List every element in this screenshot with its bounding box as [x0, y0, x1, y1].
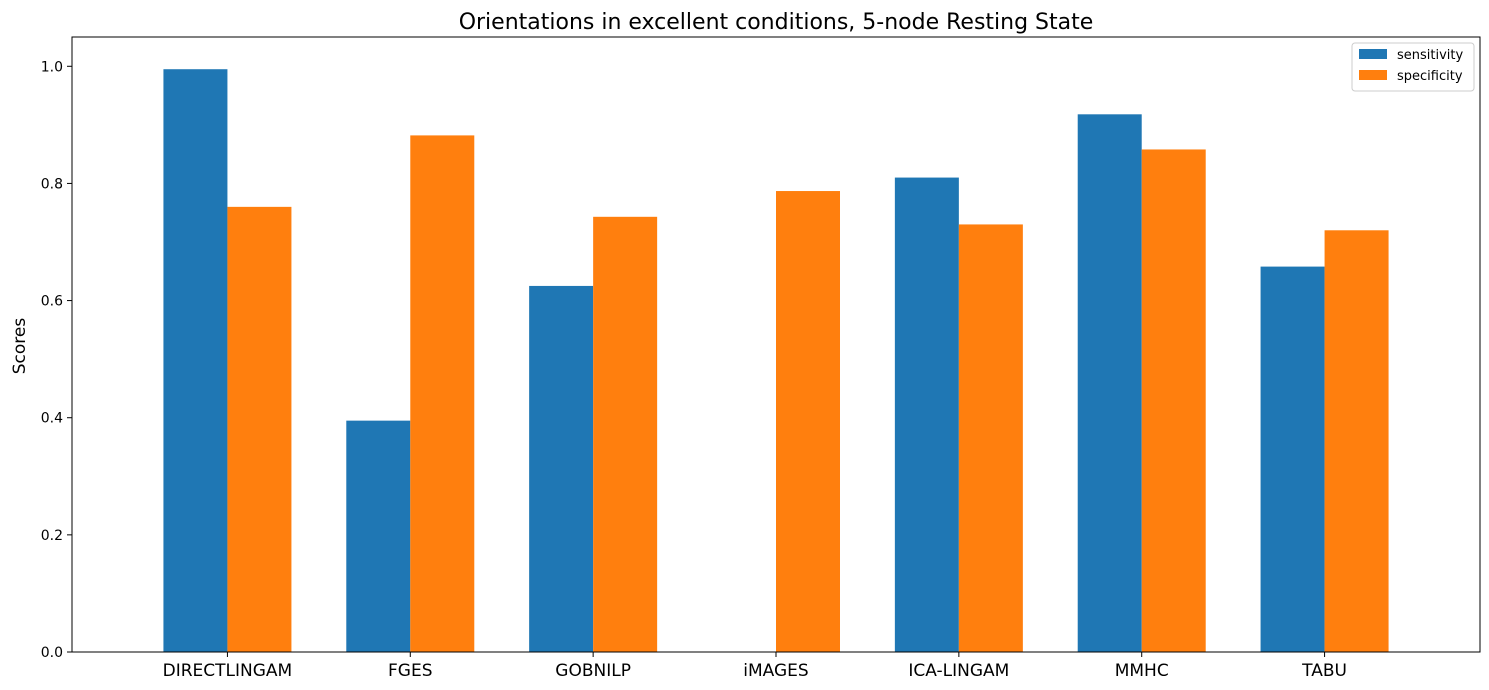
x-axis-ticks: DIRECTLINGAM FGES GOBNILP iMAGES ICA-LINGAM M… [163, 652, 1347, 681]
plot-area-frame [71, 36, 1481, 653]
bar-specificity-gobnilp [593, 216, 658, 652]
x-tick-label-ica-lingam: ICA-LINGAM [908, 661, 1009, 681]
bar-specificity-fges [410, 135, 475, 652]
chart-title: Orientations in excellent conditions, 5-… [459, 10, 1094, 35]
legend-swatch-specificity [1359, 70, 1387, 80]
legend-swatch-sensitivity [1359, 49, 1387, 59]
y-axis-label: Scores [10, 318, 30, 375]
bar-specificity-ica-lingam [958, 224, 1023, 652]
bar-specificity-tabu [1324, 230, 1389, 653]
x-tick-label-tabu: TABU [1301, 661, 1347, 681]
y-axis-ticks: 0.0 0.2 0.4 0.6 0.8 1.0 [41, 59, 72, 661]
legend: sensitivity specificity [1351, 42, 1475, 92]
y-tick-label: 1.0 [41, 59, 63, 75]
x-tick-label-fges: FGES [388, 661, 432, 681]
y-tick-label: 0.6 [41, 294, 63, 310]
x-tick-label-directlingam: DIRECTLINGAM [163, 661, 293, 681]
y-tick-label: 0.8 [41, 176, 63, 192]
y-tick-label: 0.4 [41, 411, 63, 427]
bar-sensitivity-fges [346, 420, 411, 652]
x-tick-label-mmhc: MMHC [1115, 661, 1169, 681]
y-tick-label: 0.0 [41, 645, 63, 661]
bar-sensitivity-mmhc [1077, 114, 1142, 652]
bar-sensitivity-directlingam [163, 69, 228, 652]
legend-label-specificity: specificity [1397, 69, 1463, 84]
bar-specificity-directlingam [227, 206, 292, 653]
bar-specificity-images [776, 191, 840, 653]
bar-specificity-mmhc [1141, 149, 1206, 652]
x-tick-label-gobnilp: GOBNILP [555, 661, 631, 681]
bar-sensitivity-gobnilp [529, 285, 594, 652]
bar-sensitivity-tabu [1260, 266, 1325, 652]
y-tick-label: 0.2 [41, 528, 63, 544]
bars-group [163, 69, 1389, 653]
x-tick-label-images: iMAGES [743, 661, 808, 681]
bar-sensitivity-ica-lingam [894, 177, 959, 652]
legend-label-sensitivity: sensitivity [1397, 48, 1464, 63]
